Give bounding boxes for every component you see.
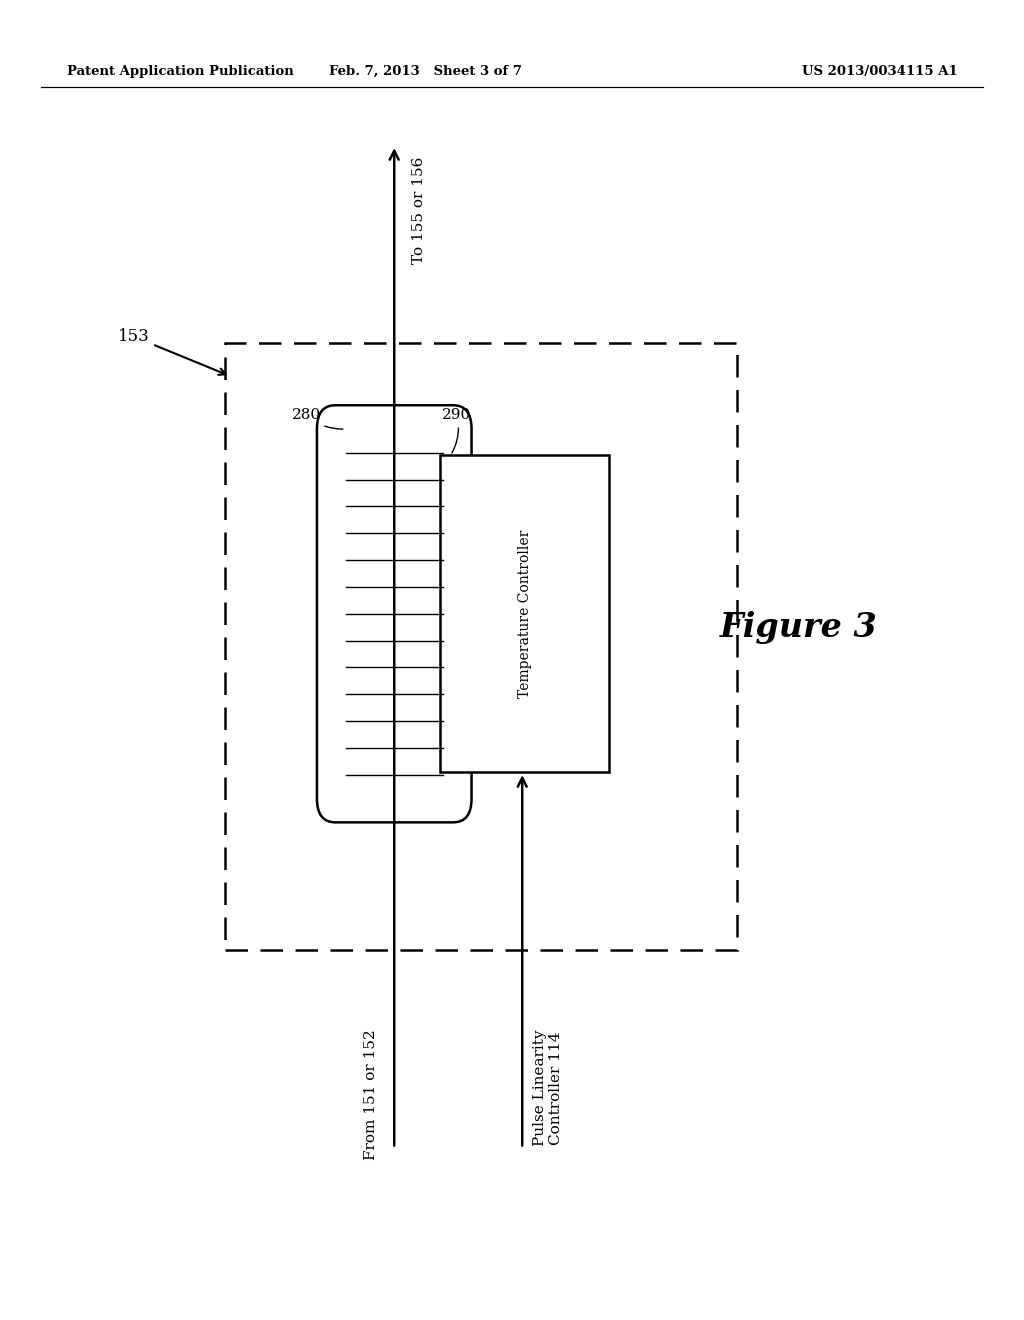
Text: From 151 or 152: From 151 or 152 [364, 1030, 378, 1160]
Text: To 155 or 156: To 155 or 156 [412, 157, 426, 264]
Text: Pulse Linearity
Controller 114: Pulse Linearity Controller 114 [532, 1030, 563, 1146]
Bar [225, 343, 737, 950]
Text: Temperature Controller: Temperature Controller [518, 529, 531, 698]
Text: 153: 153 [118, 329, 225, 375]
Text: Patent Application Publication: Patent Application Publication [67, 65, 293, 78]
Text: 280: 280 [292, 408, 343, 429]
Bar [440, 455, 609, 772]
Text: 290: 290 [442, 408, 472, 453]
Text: Feb. 7, 2013   Sheet 3 of 7: Feb. 7, 2013 Sheet 3 of 7 [329, 65, 521, 78]
FancyBboxPatch shape [317, 405, 471, 822]
Text: US 2013/0034115 A1: US 2013/0034115 A1 [802, 65, 957, 78]
Text: Figure 3: Figure 3 [720, 610, 878, 644]
